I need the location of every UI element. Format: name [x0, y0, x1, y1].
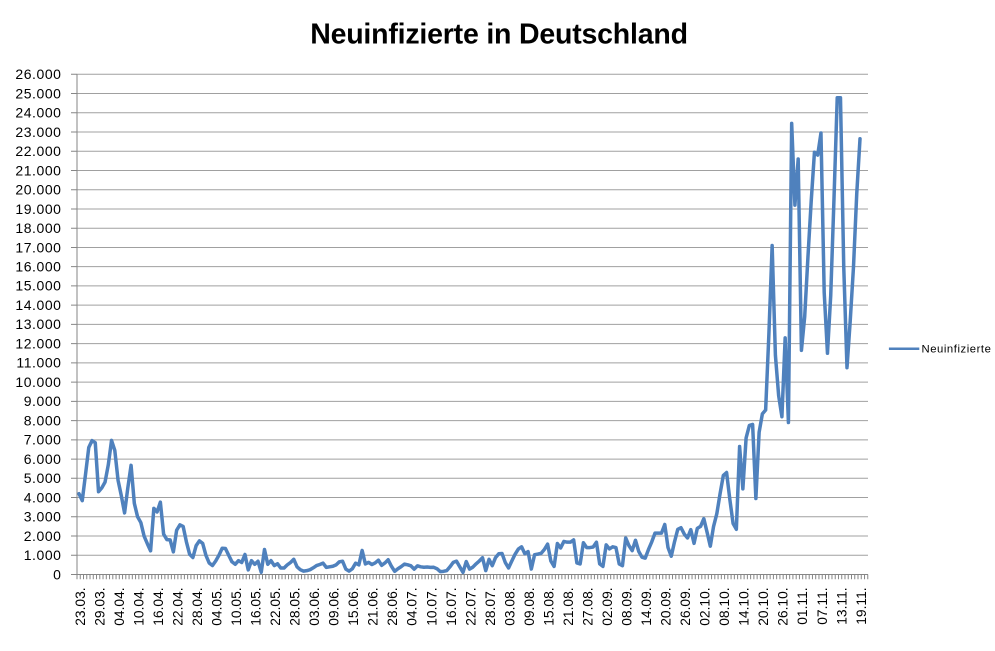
svg-text:28.05.: 28.05.	[288, 587, 303, 625]
svg-text:1.000: 1.000	[24, 547, 62, 563]
svg-text:28.07.: 28.07.	[483, 587, 498, 625]
svg-text:25.000: 25.000	[15, 85, 61, 101]
svg-text:26.10.: 26.10.	[776, 587, 791, 625]
svg-text:09.06.: 09.06.	[327, 587, 342, 625]
svg-text:22.04.: 22.04.	[170, 587, 185, 625]
svg-text:01.11.: 01.11.	[795, 587, 810, 624]
svg-text:26.09.: 26.09.	[678, 587, 693, 625]
svg-text:7.000: 7.000	[24, 432, 62, 448]
svg-text:10.05.: 10.05.	[229, 587, 244, 625]
svg-text:21.08.: 21.08.	[561, 587, 576, 625]
svg-text:18.000: 18.000	[15, 220, 61, 236]
svg-text:16.07.: 16.07.	[444, 587, 459, 625]
svg-text:07.11.: 07.11.	[815, 587, 830, 624]
svg-text:10.07.: 10.07.	[424, 587, 439, 625]
svg-text:16.000: 16.000	[15, 258, 61, 274]
svg-text:22.05.: 22.05.	[268, 587, 283, 625]
svg-text:27.08.: 27.08.	[580, 587, 595, 625]
svg-text:11.000: 11.000	[16, 355, 61, 371]
svg-text:19.11.: 19.11.	[854, 587, 869, 624]
svg-text:23.03.: 23.03.	[73, 587, 88, 625]
svg-text:13.11.: 13.11.	[834, 587, 849, 624]
svg-text:8.000: 8.000	[24, 412, 62, 428]
svg-text:15.000: 15.000	[15, 278, 61, 294]
svg-text:24.000: 24.000	[15, 105, 61, 121]
svg-text:03.06.: 03.06.	[307, 587, 322, 625]
svg-text:04.04.: 04.04.	[112, 587, 127, 625]
svg-text:21.06.: 21.06.	[366, 587, 381, 625]
svg-text:14.000: 14.000	[15, 297, 61, 313]
svg-text:Neuinfizierte: Neuinfizierte	[922, 343, 992, 355]
svg-text:10.04.: 10.04.	[131, 587, 146, 625]
svg-text:15.06.: 15.06.	[346, 587, 361, 625]
svg-text:28.04.: 28.04.	[190, 587, 205, 625]
svg-text:2.000: 2.000	[24, 528, 62, 544]
svg-text:02.09.: 02.09.	[600, 587, 615, 625]
svg-text:9.000: 9.000	[24, 393, 62, 409]
svg-text:03.08.: 03.08.	[502, 587, 517, 625]
svg-text:15.08.: 15.08.	[541, 587, 556, 625]
svg-text:12.000: 12.000	[15, 335, 61, 351]
svg-text:14.10.: 14.10.	[737, 587, 752, 625]
svg-text:02.10.: 02.10.	[698, 587, 713, 625]
svg-text:04.05.: 04.05.	[209, 587, 224, 625]
svg-text:20.09.: 20.09.	[659, 587, 674, 625]
svg-text:23.000: 23.000	[15, 124, 61, 140]
svg-text:19.000: 19.000	[15, 201, 61, 217]
svg-text:14.09.: 14.09.	[639, 587, 654, 625]
svg-text:17.000: 17.000	[15, 239, 61, 255]
svg-text:4.000: 4.000	[24, 489, 62, 505]
svg-text:09.08.: 09.08.	[522, 587, 537, 625]
svg-text:29.03.: 29.03.	[92, 587, 107, 625]
svg-text:5.000: 5.000	[24, 470, 62, 486]
svg-text:20.000: 20.000	[15, 182, 61, 198]
svg-text:08.09.: 08.09.	[620, 587, 635, 625]
svg-text:20.10.: 20.10.	[756, 587, 771, 625]
svg-text:28.06.: 28.06.	[385, 587, 400, 625]
svg-text:04.07.: 04.07.	[405, 587, 420, 625]
svg-text:08.10.: 08.10.	[717, 587, 732, 625]
svg-text:16.04.: 16.04.	[151, 587, 166, 625]
svg-text:21.000: 21.000	[15, 162, 61, 178]
svg-text:16.05.: 16.05.	[249, 587, 264, 625]
svg-text:13.000: 13.000	[15, 316, 61, 332]
svg-text:22.000: 22.000	[15, 143, 61, 159]
svg-text:6.000: 6.000	[24, 451, 62, 467]
svg-text:10.000: 10.000	[15, 374, 61, 390]
svg-text:3.000: 3.000	[24, 509, 62, 525]
svg-text:Neuinfizierte in Deutschland: Neuinfizierte in Deutschland	[310, 19, 688, 51]
svg-text:26.000: 26.000	[15, 66, 61, 82]
svg-text:0: 0	[53, 566, 61, 582]
svg-text:22.07.: 22.07.	[463, 587, 478, 625]
